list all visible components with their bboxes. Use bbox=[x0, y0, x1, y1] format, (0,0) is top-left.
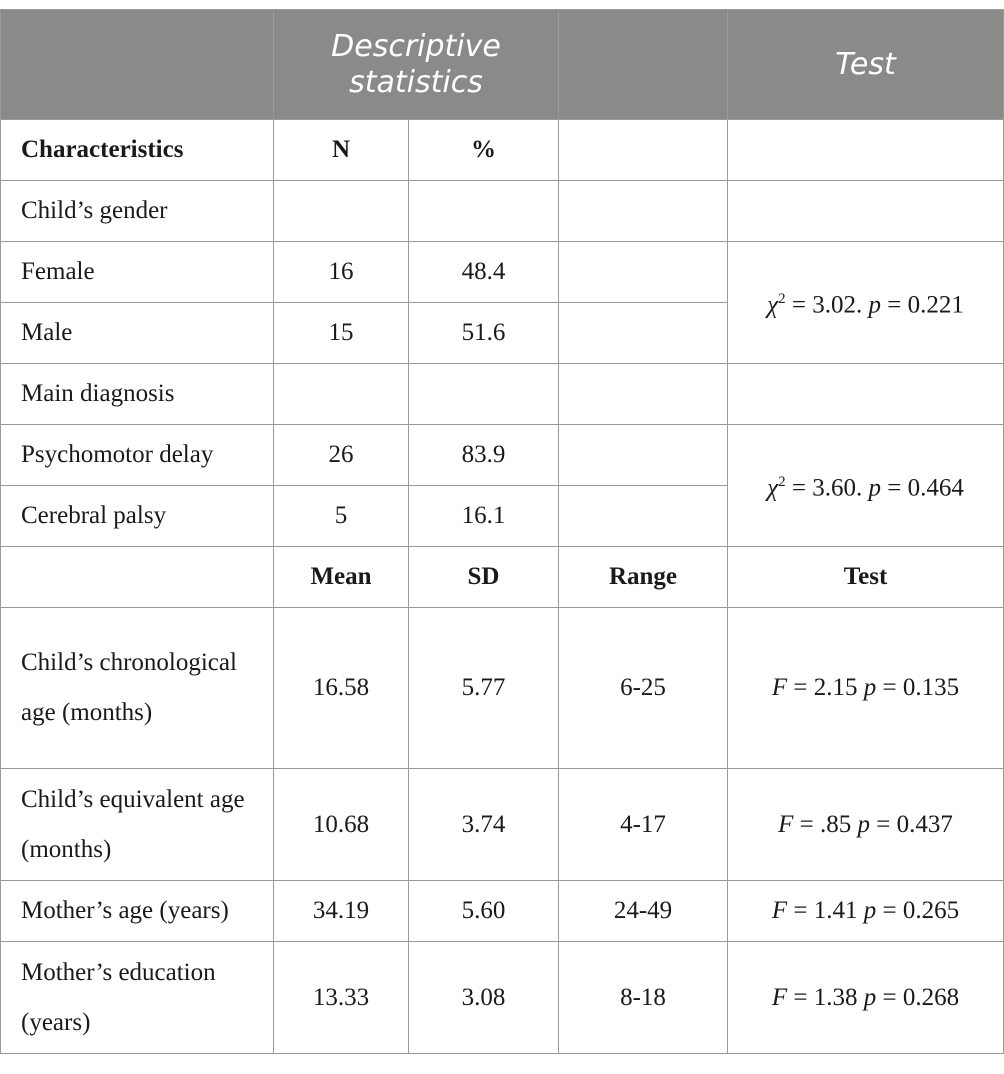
row-percent: 83.9 bbox=[408, 424, 559, 486]
row-test: F = 1.41 p = 0.265 bbox=[727, 880, 1004, 942]
section-label: Main diagnosis bbox=[0, 363, 274, 425]
row-mean: 34.19 bbox=[273, 880, 409, 942]
row-label: Cerebral palsy bbox=[0, 485, 274, 547]
table-row: Cerebral palsy 5 16.1 bbox=[0, 485, 1004, 547]
row-label: Mother’s education (years) bbox=[0, 941, 274, 1054]
row-mean: 16.58 bbox=[273, 607, 409, 769]
col-blank-2 bbox=[727, 119, 1004, 181]
header-row: Descriptive statistics Test bbox=[0, 9, 1004, 120]
row-mean: 10.68 bbox=[273, 768, 409, 881]
table-row: Female 16 48.4 χ2 = 3.02. p = 0.221 bbox=[0, 241, 1004, 364]
subheader-row-2: Mean SD Range Test bbox=[0, 546, 1004, 608]
row-sd: 5.60 bbox=[408, 880, 559, 942]
row-n: 5 bbox=[273, 485, 409, 547]
test-diagnosis: χ2 = 3.60. p = 0.464 bbox=[727, 424, 1004, 547]
row-label: Child’s equivalent age (months) bbox=[0, 768, 274, 881]
table-row: Psychomotor delay 26 83.9 χ2 = 3.60. p =… bbox=[0, 424, 1004, 547]
col-blank bbox=[558, 119, 728, 181]
row-sd: 3.08 bbox=[408, 941, 559, 1054]
section-row-gender: Child’s gender bbox=[0, 180, 1004, 242]
col-mean: Mean bbox=[273, 546, 409, 608]
row-label: Male bbox=[0, 302, 274, 364]
col-range: Range bbox=[558, 546, 728, 608]
header-descriptive-statistics: Descriptive statistics bbox=[273, 9, 559, 120]
table-row: Child’s chronological age (months) 16.58… bbox=[0, 607, 1004, 769]
table-row: Mother’s education (years) 13.33 3.08 8-… bbox=[0, 941, 1004, 1054]
row-label: Mother’s age (years) bbox=[0, 880, 274, 942]
col-sd: SD bbox=[408, 546, 559, 608]
descriptive-statistics-table: Descriptive statistics Test Characterist… bbox=[0, 9, 1004, 1054]
row-mean: 13.33 bbox=[273, 941, 409, 1054]
col-characteristics: Characteristics bbox=[0, 119, 274, 181]
row-test: F = 1.38 p = 0.268 bbox=[727, 941, 1004, 1054]
subheader-row: Characteristics N % bbox=[0, 119, 1004, 181]
row-n: 26 bbox=[273, 424, 409, 486]
test-gender: χ2 = 3.02. p = 0.221 bbox=[727, 241, 1004, 364]
row-percent: 51.6 bbox=[408, 302, 559, 364]
row-sd: 5.77 bbox=[408, 607, 559, 769]
row-label: Child’s chronological age (months) bbox=[0, 607, 274, 769]
header-test: Test bbox=[727, 9, 1004, 120]
row-percent: 16.1 bbox=[408, 485, 559, 547]
row-test: F = .85 p = 0.437 bbox=[727, 768, 1004, 881]
header-blank-2 bbox=[558, 9, 728, 120]
header-blank bbox=[0, 9, 274, 120]
row-range: 24-49 bbox=[558, 880, 728, 942]
row-n: 15 bbox=[273, 302, 409, 364]
table-row: Child’s equivalent age (months) 10.68 3.… bbox=[0, 768, 1004, 881]
col-test: Test bbox=[727, 546, 1004, 608]
row-range: 4-17 bbox=[558, 768, 728, 881]
col-n: N bbox=[273, 119, 409, 181]
section-row-diagnosis: Main diagnosis bbox=[0, 363, 1004, 425]
row-test: F = 2.15 p = 0.135 bbox=[727, 607, 1004, 769]
row-range: 6-25 bbox=[558, 607, 728, 769]
row-percent: 48.4 bbox=[408, 241, 559, 303]
row-n: 16 bbox=[273, 241, 409, 303]
row-sd: 3.74 bbox=[408, 768, 559, 881]
col-percent: % bbox=[408, 119, 559, 181]
row-label: Psychomotor delay bbox=[0, 424, 274, 486]
table-row: Mother’s age (years) 34.19 5.60 24-49 F … bbox=[0, 880, 1004, 942]
row-label: Female bbox=[0, 241, 274, 303]
section-label: Child’s gender bbox=[0, 180, 274, 242]
row-range: 8-18 bbox=[558, 941, 728, 1054]
